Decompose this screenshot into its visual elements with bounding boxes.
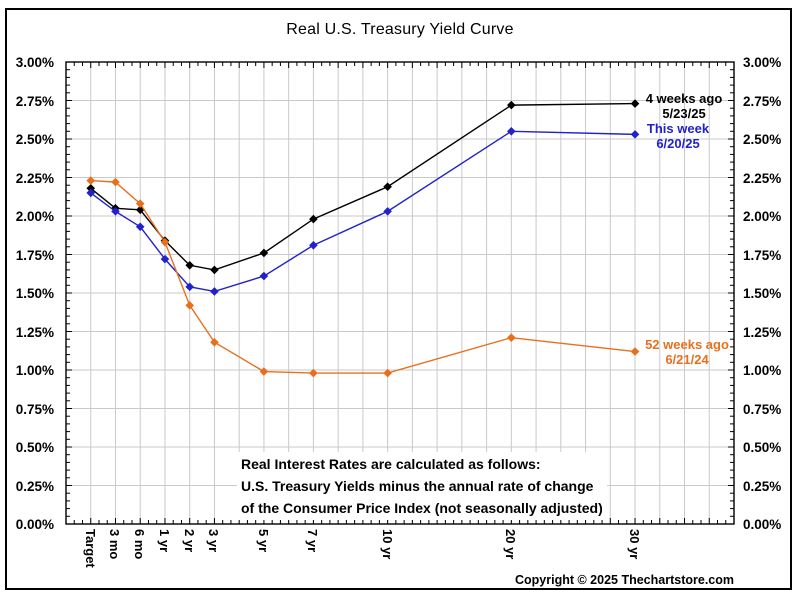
y-axis-label-left: 1.25%	[15, 325, 54, 340]
data-point-4-weeks-ago-10yr	[383, 182, 392, 192]
y-axis-label-left: 2.25%	[15, 171, 54, 186]
data-point-52-weeks-ago-3yr	[210, 337, 219, 347]
y-axis-label-right: 1.50%	[743, 286, 782, 301]
chart-title: Real U.S. Treasury Yield Curve	[286, 21, 514, 38]
data-point-this-week-3mo	[111, 207, 120, 216]
footnote-line1: Real Interest Rates are calculated as fo…	[241, 456, 541, 472]
y-axis-label-right: 1.75%	[743, 248, 782, 263]
data-point-this-week-5yr	[259, 271, 269, 281]
x-axis-label-2-yr: 2 yr	[182, 529, 197, 553]
y-axis-label-right: 1.00%	[743, 363, 782, 378]
data-point-52-weeks-ago-10yr	[383, 368, 392, 378]
y-axis-label-right: 2.00%	[743, 209, 782, 224]
y-axis-label-left: 3.00%	[15, 55, 54, 70]
y-axis-label-left: 2.75%	[15, 94, 54, 109]
y-axis-label-left: 0.00%	[15, 517, 54, 532]
data-point-4-weeks-ago-3yr	[210, 265, 219, 275]
y-axis-label-left: 1.75%	[15, 248, 54, 263]
footnote-line3: of the Consumer Price Index (not seasona…	[241, 500, 603, 516]
x-axis-label-3-mo: 3 mo	[107, 529, 122, 560]
data-point-52-weeks-ago-5yr	[259, 367, 269, 376]
data-point-4-weeks-ago-7yr	[309, 214, 318, 224]
series-52-weeks-ago	[86, 176, 640, 378]
data-point-52-weeks-ago-1yr	[160, 237, 170, 247]
x-axis-label-1-yr: 1 yr	[157, 529, 172, 553]
footnote: Real Interest Rates are calculated as fo…	[237, 452, 607, 520]
data-point-52-weeks-ago-6mo	[135, 199, 145, 208]
legend-4-weeks-ago-date: 5/23/25	[662, 106, 706, 121]
data-point-4-weeks-ago-5yr	[259, 248, 269, 258]
legend-4-weeks-ago: 4 weeks ago 5/23/25	[629, 91, 739, 121]
data-point-4-weeks-ago-30yr	[630, 99, 640, 108]
y-axis-label-left: 1.00%	[15, 363, 54, 378]
copyright-text: Copyright © 2025 Thechartstore.com	[515, 573, 734, 587]
data-point-52-weeks-ago-7yr	[309, 368, 318, 378]
y-axis-label-right: 2.25%	[743, 171, 782, 186]
data-point-this-week-1yr	[160, 254, 170, 264]
data-point-52-weeks-ago-3mo	[111, 177, 120, 187]
data-point-4-weeks-ago-2yr	[185, 260, 195, 270]
x-axis-label-5-yr: 5 yr	[256, 529, 271, 553]
data-point-52-weeks-ago-2yr	[185, 301, 195, 310]
data-point-52-weeks-ago-Target	[86, 176, 96, 185]
x-axis-label-10-yr: 10 yr	[380, 529, 395, 560]
y-axis-label-right: 0.50%	[743, 440, 782, 455]
chart-outer-border	[5, 8, 792, 590]
data-point-this-week-2yr	[185, 282, 195, 292]
y-axis-label-left: 0.75%	[15, 402, 54, 417]
data-point-this-week-3yr	[210, 287, 219, 296]
x-axis-label-Target: Target	[83, 529, 98, 568]
y-axis-label-right: 2.50%	[743, 132, 782, 147]
y-axis-label-right: 0.00%	[743, 517, 782, 532]
data-point-this-week-6mo	[135, 222, 145, 232]
y-axis-label-left: 2.50%	[15, 132, 54, 147]
y-axis-label-right: 1.25%	[743, 325, 782, 340]
legend-this-week-name: This week	[646, 121, 710, 136]
footnote-line2: U.S. Treasury Yields minus the annual ra…	[241, 478, 594, 494]
x-axis-label-30-yr: 30 yr	[627, 529, 642, 560]
legend-52-weeks-ago-date: 6/21/24	[665, 352, 709, 367]
data-point-this-week-10yr	[383, 207, 392, 216]
y-axis-label-right: 0.25%	[743, 479, 782, 494]
data-point-4-weeks-ago-20yr	[507, 100, 516, 110]
data-point-this-week-20yr	[507, 126, 516, 136]
data-point-this-week-30yr	[630, 130, 640, 139]
legend-4-weeks-ago-name: 4 weeks ago	[645, 91, 723, 106]
y-axis-label-left: 2.00%	[15, 209, 54, 224]
gridlines	[66, 62, 734, 524]
y-axis-label-right: 0.75%	[743, 402, 782, 417]
legend-this-week: This week 6/20/25	[623, 121, 733, 151]
data-point-this-week-7yr	[309, 240, 318, 250]
y-axis-label-right: 2.75%	[743, 94, 782, 109]
y-axis-label-left: 0.25%	[15, 479, 54, 494]
y-axis-label-left: 0.50%	[15, 440, 54, 455]
x-axis-label-6-mo: 6 mo	[132, 529, 147, 560]
y-axis-label-left: 1.50%	[15, 286, 54, 301]
data-point-52-weeks-ago-20yr	[507, 333, 516, 342]
legend-52-weeks-ago: 52 weeks ago 6/21/24	[631, 337, 743, 367]
y-axis-label-right: 3.00%	[743, 55, 782, 70]
data-point-this-week-Target	[86, 188, 96, 198]
x-axis-label-3-yr: 3 yr	[206, 529, 221, 553]
legend-52-weeks-ago-name: 52 weeks ago	[645, 337, 729, 352]
data-point-52-weeks-ago-30yr	[630, 347, 640, 356]
x-axis-label-20-yr: 20 yr	[503, 529, 518, 560]
legend-this-week-date: 6/20/25	[656, 136, 700, 151]
x-axis-label-7-yr: 7 yr	[305, 529, 320, 553]
series-this-week	[86, 126, 640, 296]
